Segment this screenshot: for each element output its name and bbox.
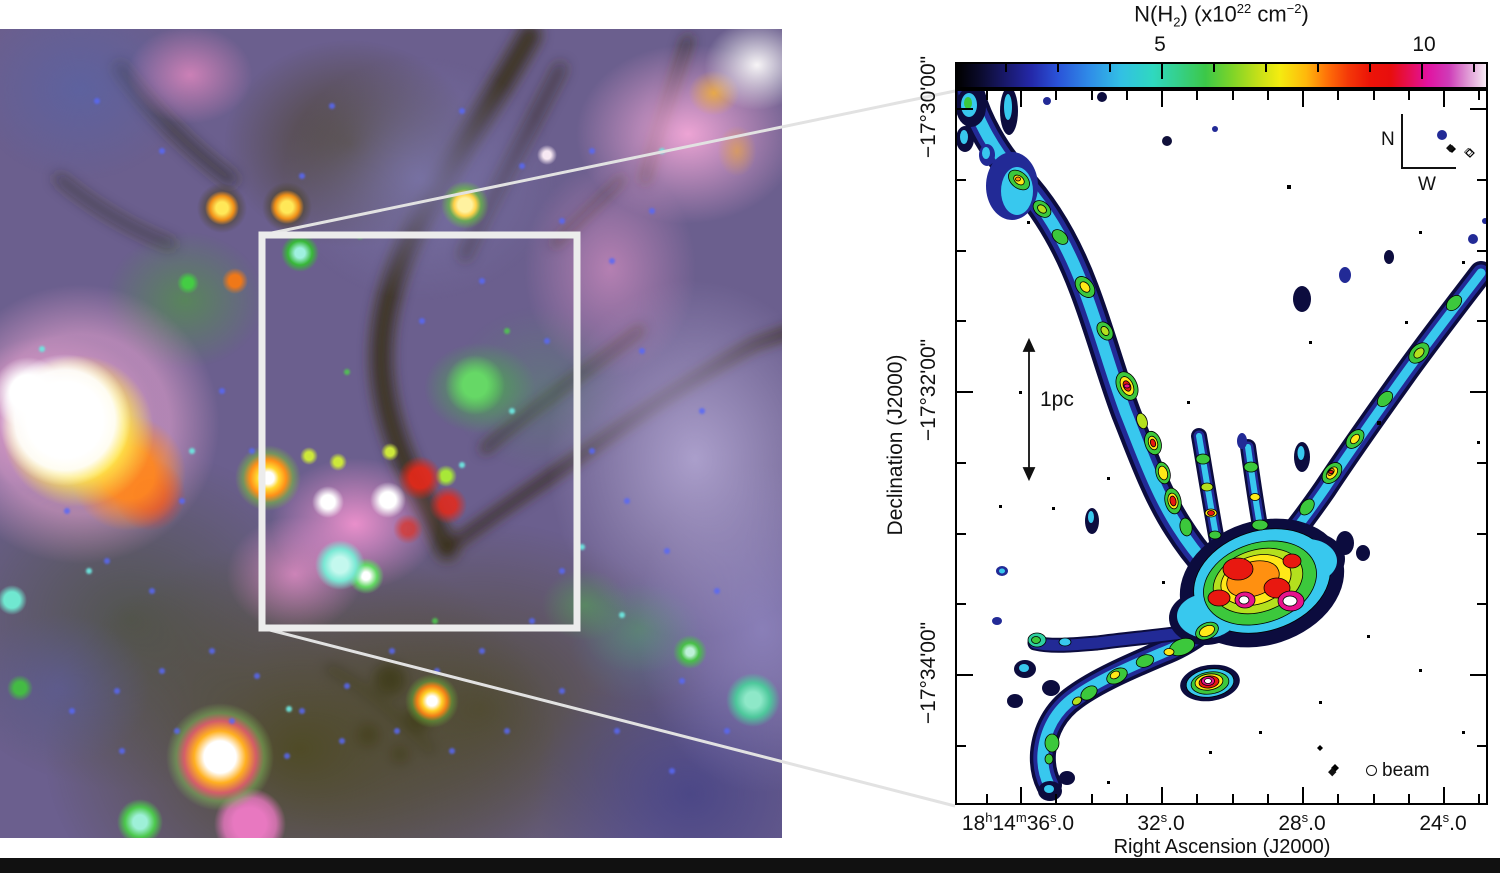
colorbar-tick-label-5: 5 — [1154, 33, 1166, 56]
filament-contour-map — [957, 91, 1486, 801]
colorbar-title: N(H2) (x1022 cm−2) — [1134, 1, 1309, 30]
compass-west-label: W — [1418, 174, 1436, 195]
map-specks — [999, 145, 1480, 784]
beam-label: beam — [1382, 760, 1430, 781]
dec-tick-32: −17°32'00" — [917, 338, 940, 442]
hub-region — [1169, 518, 1345, 702]
filament-cores — [986, 152, 1463, 765]
compass-star-filled-icon: ◆ — [1446, 142, 1455, 154]
beam-diamond-icon: ◆ — [1328, 766, 1337, 778]
ra-tick-36: 18h14m36s.0 — [961, 810, 1075, 835]
ra-tick-28: 28s.0 — [1278, 810, 1326, 835]
column-density-map: N W ◆ ◇ 1pc — [955, 89, 1488, 805]
dec-tick-30: −17°30'00" — [917, 55, 940, 159]
dec-axis-label: Declination (J2000) — [884, 354, 907, 536]
nebula-composite-image — [0, 29, 782, 838]
filament-right-arm — [1263, 261, 1486, 565]
beam-circle-icon — [1366, 765, 1377, 776]
colorbar — [955, 62, 1488, 89]
compass-star-open-icon: ◇ — [1464, 146, 1473, 158]
bottom-border-bar — [0, 858, 1500, 873]
ra-tick-32: 32s.0 — [1137, 810, 1185, 835]
isolated-clumps — [957, 91, 1486, 801]
ra-axis-label: Right Ascension (J2000) — [1113, 836, 1331, 858]
dec-tick-34: −17°34'00" — [917, 621, 940, 725]
colorbar-tick-label-10: 10 — [1412, 33, 1436, 56]
star-field-cyan — [0, 29, 4, 33]
ra-tick-24: 24s.0 — [1419, 810, 1467, 835]
compass-west-line — [1401, 167, 1456, 169]
scale-bar-arrow — [1022, 337, 1036, 482]
compass-north-line — [1401, 114, 1403, 168]
nebula-bright-sources — [0, 29, 782, 838]
scale-bar-label: 1pc — [1040, 388, 1074, 411]
compass-north-label: N — [1381, 129, 1395, 150]
